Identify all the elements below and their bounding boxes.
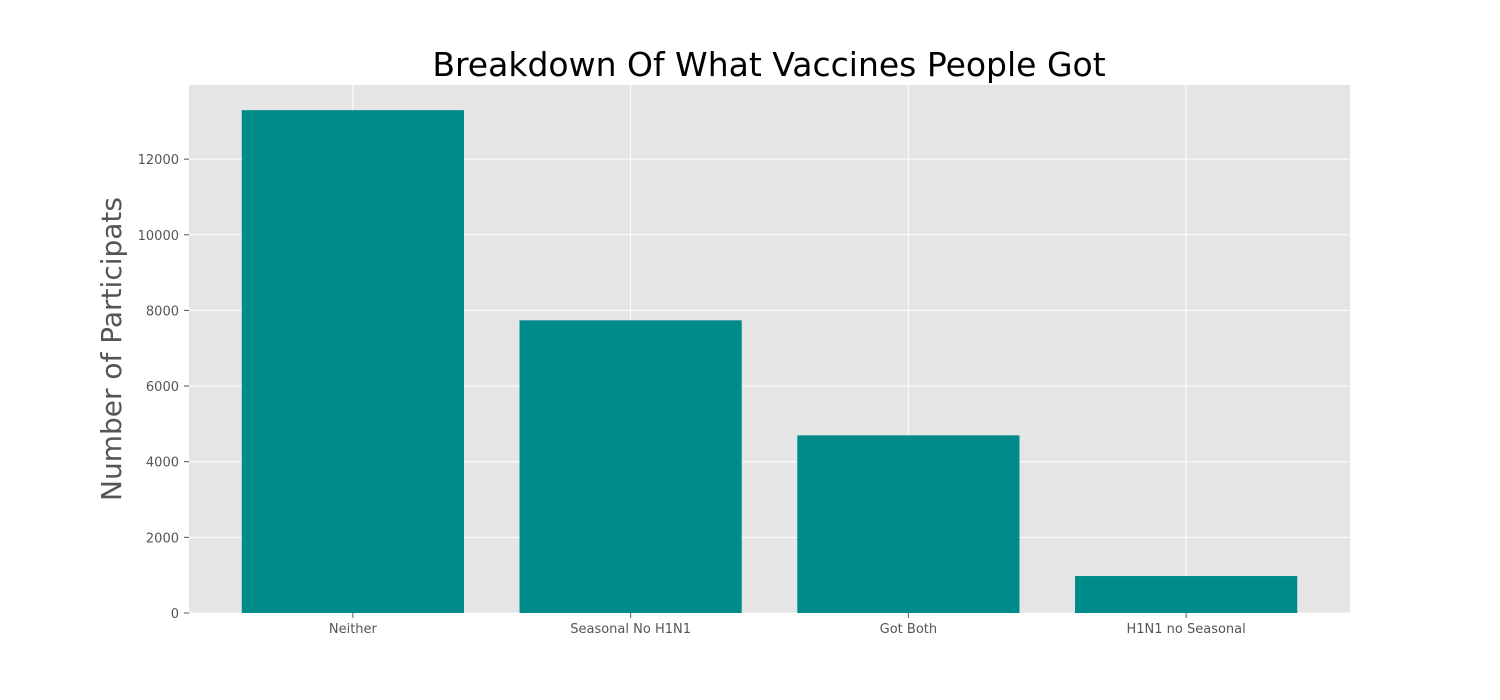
bar-h1n1-no-seasonal: [1075, 576, 1298, 613]
x-axis-ticks: Neither Seasonal No H1N1 Got Both H1N1 no S…: [329, 613, 1246, 637]
y-tick-label: 0: [171, 607, 179, 622]
bar-seasonal-no-h1n1: [519, 320, 742, 613]
y-tick-label: 10000: [138, 229, 179, 244]
y-tick-label: 2000: [146, 531, 179, 546]
y-axis-ticks: 0 2000 4000 6000 8000 10000 12000: [138, 153, 189, 622]
bars: [241, 110, 1298, 614]
bar-got-both: [797, 435, 1020, 613]
y-tick-label: 6000: [146, 380, 179, 395]
x-tick-label: Neither: [329, 622, 378, 637]
y-tick-label: 8000: [146, 304, 179, 319]
x-tick-label: H1N1 no Seasonal: [1126, 622, 1245, 637]
chart-title: Breakdown Of What Vaccines People Got: [432, 45, 1105, 84]
y-axis-label: Number of Participats: [95, 197, 128, 501]
bar-neither: [241, 110, 464, 614]
x-tick-label: Seasonal No H1N1: [570, 622, 691, 637]
y-tick-label: 4000: [146, 456, 179, 471]
x-tick-label: Got Both: [880, 622, 937, 637]
y-tick-label: 12000: [138, 153, 179, 168]
